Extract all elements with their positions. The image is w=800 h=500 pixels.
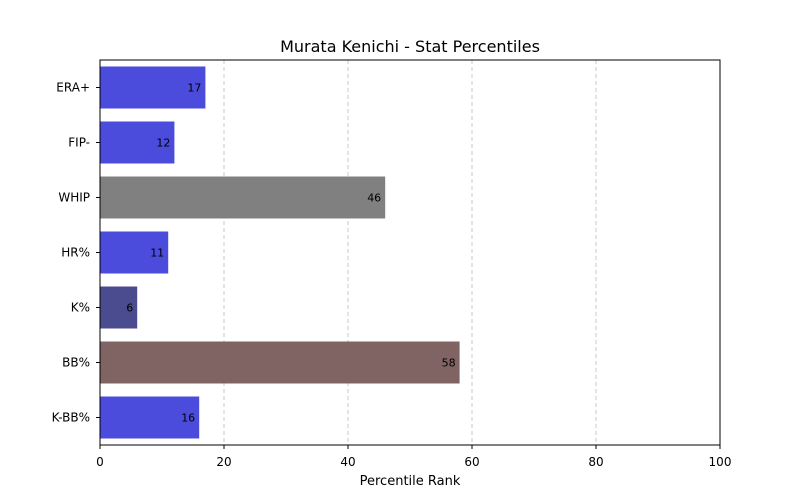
bar-k-	[100, 286, 138, 329]
bar-hr-	[100, 231, 169, 274]
x-axis-title: Percentile Rank	[360, 474, 461, 489]
bar-era-	[100, 66, 206, 109]
y-axis: ERA+ FIP- WHIP HR% K% BB% K-BB%	[52, 81, 100, 425]
data-label-0: 17	[187, 82, 201, 95]
y-tick-label-3: HR%	[61, 246, 90, 260]
x-tick-label-2: 40	[340, 455, 355, 469]
data-label-1: 12	[156, 137, 170, 150]
data-labels: 17 12 46 11 6 58 16	[126, 82, 455, 425]
y-tick-label-2: WHIP	[58, 191, 90, 205]
data-label-6: 16	[181, 412, 195, 425]
x-tick-label-1: 20	[216, 455, 231, 469]
data-label-5: 58	[442, 357, 456, 370]
chart-title: Murata Kenichi - Stat Percentiles	[280, 37, 540, 56]
y-tick-label-1: FIP-	[68, 136, 90, 150]
bar-bb-	[100, 341, 460, 384]
data-label-3: 11	[150, 247, 164, 260]
grid-lines	[223, 60, 597, 445]
data-label-4: 6	[126, 302, 133, 315]
y-tick-label-5: BB%	[62, 356, 90, 370]
bar-fip-	[100, 121, 175, 164]
x-tick-label-0: 0	[96, 455, 104, 469]
x-tick-label-3: 60	[464, 455, 479, 469]
x-tick-label-4: 80	[588, 455, 603, 469]
y-tick-label-4: K%	[71, 301, 90, 315]
x-tick-label-5: 100	[709, 455, 732, 469]
y-tick-label-6: K-BB%	[52, 411, 90, 425]
bars	[100, 66, 460, 439]
bar-k-bb-	[100, 396, 200, 439]
data-label-2: 46	[367, 192, 381, 205]
bar-whip	[100, 176, 386, 219]
y-tick-label-0: ERA+	[56, 81, 90, 95]
x-axis: 0 20 40 60 80 100	[96, 445, 731, 469]
plot-frame	[99, 59, 721, 446]
